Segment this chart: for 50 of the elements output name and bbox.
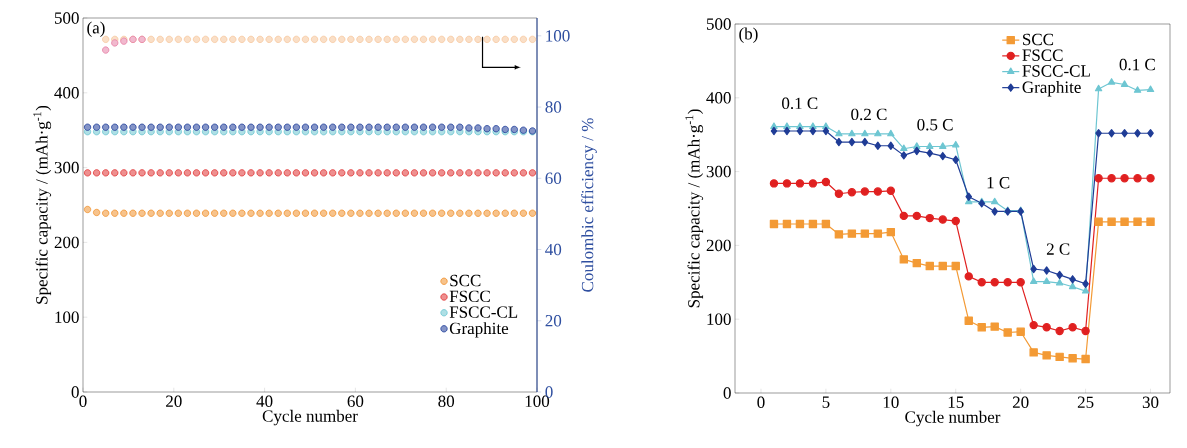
x-tick-label: 0 <box>757 396 765 409</box>
y2-tick-label: 20 <box>545 315 562 327</box>
legend-label: FSCC <box>1022 49 1063 61</box>
x-tick-label: 10 <box>883 396 899 409</box>
legend-label: FSCC-CL <box>1022 65 1090 77</box>
y-axis-title: Specific capacity / (mAh·g$^{-1}$) <box>33 105 52 304</box>
x-tick-label: 60 <box>347 395 364 408</box>
annotation: 0.1 C <box>782 97 818 110</box>
y2-tick-label: 60 <box>545 172 562 185</box>
y2-tick-label: 100 <box>546 30 570 42</box>
y-tick-label: 0 <box>71 386 79 398</box>
y2-tick-label: 80 <box>545 101 562 113</box>
annotation: 0.5 C <box>917 118 953 131</box>
y-tick-label: 300 <box>706 165 731 178</box>
y-tick-label: 500 <box>54 12 79 24</box>
x-tick-label: 20 <box>166 395 182 408</box>
legend-label: Graphite <box>1022 81 1081 97</box>
x-tick-label: 40 <box>256 395 273 408</box>
x-tick-label: 20 <box>1012 396 1029 409</box>
x-axis-title: Cycle number <box>262 409 358 426</box>
annotation: 0.1 C <box>1119 58 1155 71</box>
y-tick-label: 400 <box>706 92 731 104</box>
annotation: 2 C <box>1046 243 1070 255</box>
annotation: (a) <box>87 21 105 37</box>
x-tick-label: 5 <box>822 396 830 408</box>
legend-label: SCC <box>450 274 481 287</box>
y-tick-label: 100 <box>707 313 731 325</box>
x-tick-label: 15 <box>948 396 964 408</box>
y2-axis-title: Coulombic efficiency / % <box>581 118 597 292</box>
y-tick-label: 0 <box>723 387 731 399</box>
y-tick-label: 200 <box>54 236 79 249</box>
legend-label: SCC <box>1023 33 1054 46</box>
y-tick-label: 200 <box>706 239 731 252</box>
x-axis-title: Cycle number <box>905 410 1001 427</box>
annotation: 0.2 C <box>851 108 887 121</box>
y2-tick-label: 40 <box>545 243 562 256</box>
annotation: (b) <box>739 27 758 43</box>
y-axis-title: Specific capacity / (mAh·g$^{-1}$) <box>685 109 704 308</box>
x-tick-label: 30 <box>1142 396 1159 409</box>
x-tick-label: 25 <box>1077 396 1094 408</box>
annotation: 1 C <box>987 176 1010 189</box>
legend-label: Graphite <box>449 322 509 338</box>
y-tick-label: 100 <box>55 311 79 323</box>
y-tick-label: 400 <box>54 87 79 99</box>
x-tick-label: 80 <box>438 395 455 408</box>
y-tick-label: 500 <box>706 18 731 30</box>
y-tick-label: 300 <box>54 161 79 174</box>
x-tick-label: 0 <box>79 395 87 408</box>
legend-label: FSCC <box>449 290 490 303</box>
legend-label: FSCC-CL <box>449 306 518 318</box>
